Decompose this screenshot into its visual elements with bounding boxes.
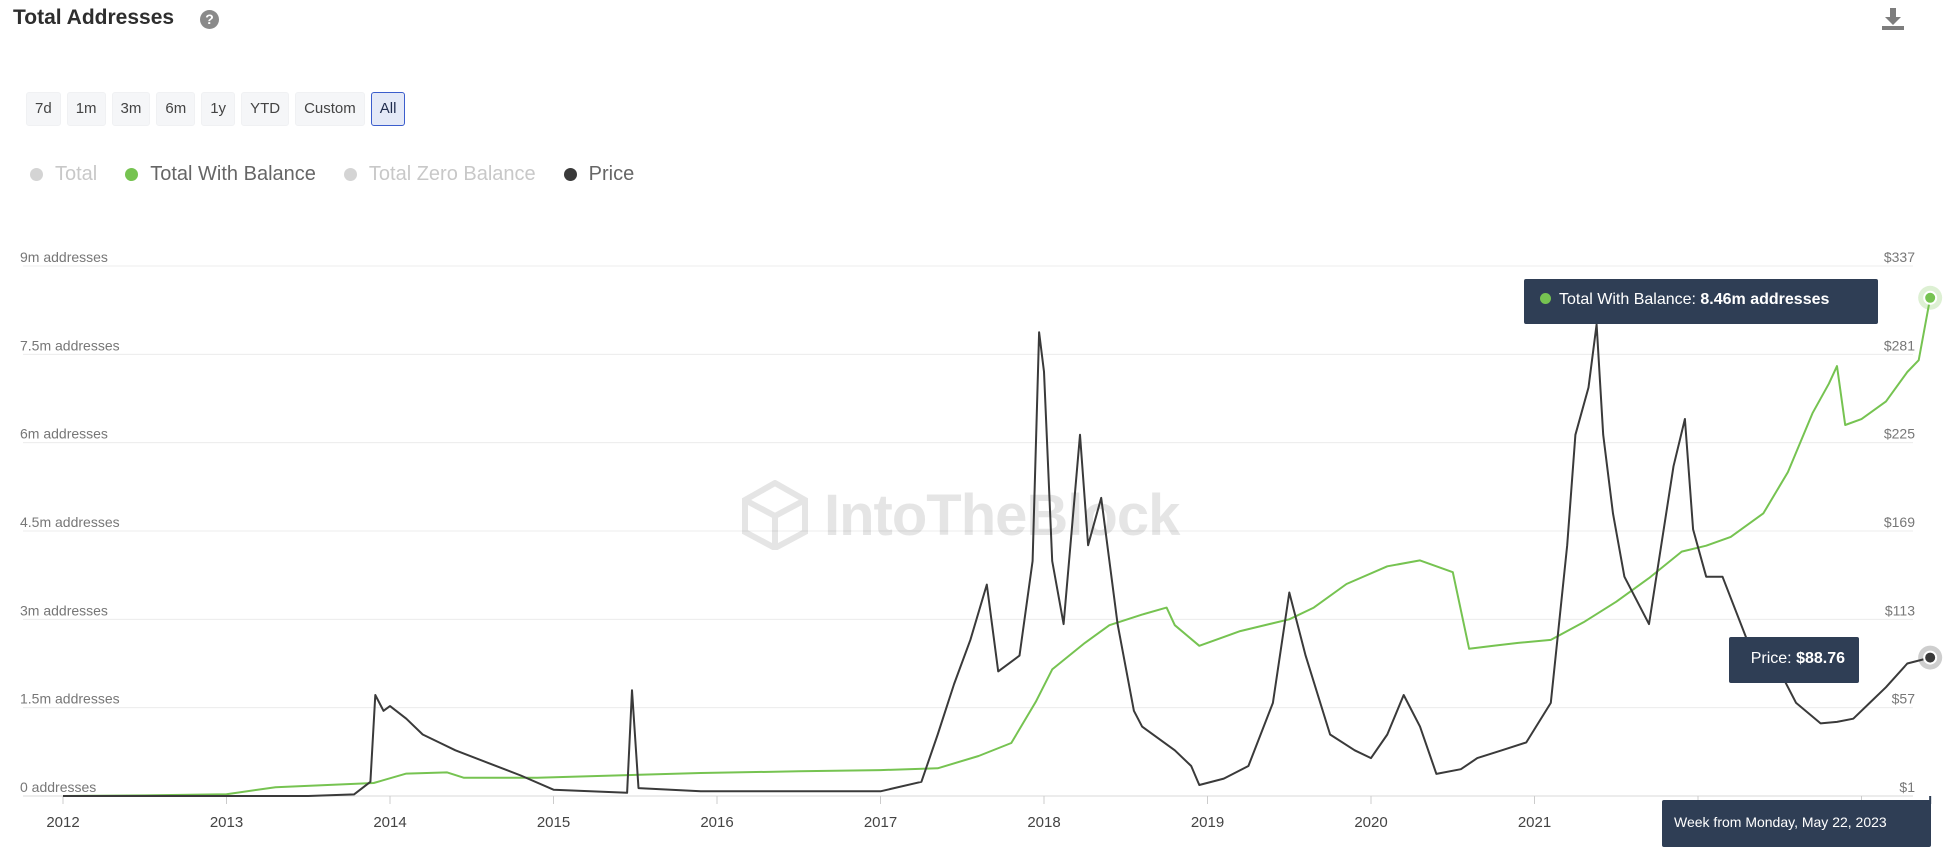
tooltip-date: Week from Monday, May 22, 2023: [1662, 800, 1931, 847]
y-left-tick-label: 7.5m addresses: [20, 337, 120, 353]
tooltip-date-label: Week from Monday, May 22, 2023: [1674, 814, 1887, 830]
chart-series: [62, 297, 1932, 797]
right-y-axis: $1 $57 $113 $169 $225 $281 $337: [1884, 249, 1915, 795]
x-tick-label: 2021: [1518, 814, 1551, 831]
y-left-tick-label: 6m addresses: [20, 426, 108, 442]
legend-label-total: Total: [55, 163, 98, 185]
range-ytd-button[interactable]: YTD: [241, 92, 290, 126]
x-tick-label: 2014: [373, 814, 406, 831]
legend-dot-price: [563, 168, 577, 181]
range-1m-button[interactable]: 1m: [66, 92, 106, 126]
range-1y-button[interactable]: 1y: [201, 92, 236, 126]
y-right-tick-label: $1: [1899, 779, 1915, 795]
legend-label-total-zero-balance: Total Zero Balance: [368, 163, 536, 185]
tooltip-price: Price: $88.76: [1729, 637, 1859, 683]
x-tick-label: 2019: [1191, 814, 1224, 831]
tooltip-balance-value: 8.46m addresses: [1700, 291, 1830, 308]
intotheblock-logo-icon: [742, 480, 808, 550]
x-axis: 2012 2013 2014 2015 2016 2017 2018 2019 2020 2021…: [46, 796, 1878, 831]
y-right-tick-label: $113: [1885, 602, 1915, 618]
left-y-axis: 0 addresses 1.5m addresses 3m addresses 4.5…: [20, 249, 120, 795]
legend-dot-total: [30, 168, 43, 181]
x-tick-label: 2016: [700, 814, 733, 831]
y-left-tick-label: 3m addresses: [20, 602, 108, 618]
legend-dot-total-with-balance: [125, 168, 139, 181]
range-custom-button[interactable]: Custom: [295, 92, 365, 126]
watermark-text: IntoTheBlock: [824, 482, 1180, 548]
legend-item-total-with-balance[interactable]: Total With Balance: [125, 163, 316, 186]
question-circle-icon[interactable]: ?: [200, 10, 219, 29]
range-7d-button[interactable]: 7d: [26, 92, 61, 126]
y-right-tick-label: $169: [1884, 514, 1915, 530]
download-icon[interactable]: [1880, 6, 1906, 32]
chart-legend: Total Total With Balance Total Zero Bala…: [30, 163, 634, 186]
last-point-marker: [1923, 290, 1938, 305]
tooltip-balance-label: Total With Balance:: [1559, 291, 1696, 308]
chart-markers: [1918, 285, 1943, 804]
legend-item-total[interactable]: Total: [30, 163, 97, 186]
range-6m-button[interactable]: 6m: [156, 92, 196, 126]
series-line-total-with-balance: [62, 297, 1932, 797]
tooltip-total-with-balance: Total With Balance: 8.46m addresses: [1524, 279, 1878, 324]
legend-item-total-zero-balance[interactable]: Total Zero Balance: [343, 163, 536, 186]
legend-dot-total-zero-balance: [343, 168, 357, 181]
y-left-tick-label: 0 addresses: [20, 779, 96, 795]
last-point-marker: [1923, 650, 1938, 665]
series-line-price: [63, 323, 1931, 797]
x-tick-label: 2018: [1027, 814, 1060, 831]
x-tick-label: 2015: [537, 814, 570, 831]
x-tick-label: 2012: [46, 814, 79, 831]
y-left-tick-label: 1.5m addresses: [20, 691, 120, 707]
tooltip-balance-dot: [1540, 293, 1551, 304]
watermark: IntoTheBlock: [740, 480, 1180, 550]
legend-label-price: Price: [588, 163, 635, 185]
page-title: Total Addresses: [13, 6, 175, 29]
tooltip-price-label: Price:: [1750, 650, 1792, 667]
time-range-selector: 7d 1m 3m 6m 1y YTD Custom All: [26, 92, 406, 126]
y-right-tick-label: $225: [1884, 426, 1915, 442]
x-tick-label: 2017: [864, 814, 897, 831]
y-left-tick-label: 9m addresses: [20, 249, 108, 265]
x-tick-label: 2020: [1354, 814, 1387, 831]
x-tick-label: 2013: [210, 814, 243, 831]
y-right-tick-label: $337: [1884, 249, 1915, 265]
tooltip-price-value: $88.76: [1796, 650, 1845, 667]
range-all-button[interactable]: All: [370, 92, 406, 126]
y-right-tick-label: $281: [1884, 337, 1915, 353]
y-right-tick-label: $57: [1892, 691, 1916, 707]
legend-item-price[interactable]: Price: [563, 163, 635, 186]
y-left-tick-label: 4.5m addresses: [20, 514, 120, 530]
legend-label-total-with-balance: Total With Balance: [150, 163, 316, 185]
range-3m-button[interactable]: 3m: [111, 92, 151, 126]
